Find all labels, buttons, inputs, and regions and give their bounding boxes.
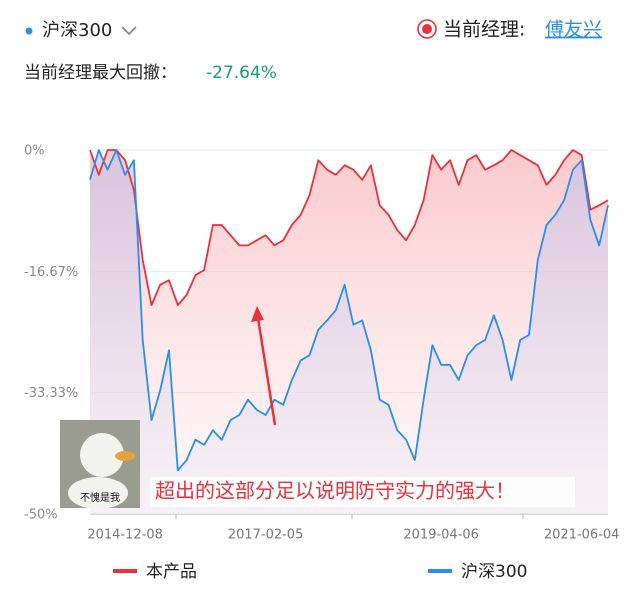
x-tick-label: 2017-02-05 <box>228 528 304 543</box>
x-tick-label: 2019-04-06 <box>403 528 479 543</box>
annotation: 超出的这部分足以说明防守实力的强大！ <box>155 479 515 503</box>
index-name[interactable]: 沪深300 <box>42 20 112 41</box>
legend-label: 本产品 <box>146 562 197 582</box>
area-fill <box>90 150 608 514</box>
annotation-bg <box>150 477 575 507</box>
y-tick-label: -33.33% <box>24 386 78 401</box>
sticker-caption: 不愧是我 <box>80 491 120 504</box>
x-tick-label: 2021-06-04 <box>544 528 620 543</box>
annotation-arrow <box>256 317 277 426</box>
radio-icon <box>417 19 437 39</box>
y-tick-label: 0% <box>24 144 45 159</box>
y-tick-label: -50% <box>24 508 58 523</box>
series-line <box>89 149 609 306</box>
series-line <box>89 149 609 472</box>
arrow-head <box>251 306 264 322</box>
manager-label: 当前经理: <box>443 19 525 41</box>
sticker-body <box>68 477 128 509</box>
sticker-duck <box>80 433 124 477</box>
drawdown-label: 当前经理最大回撤： <box>24 63 177 83</box>
y-tick-label: -16.67% <box>24 265 78 280</box>
index-dot <box>25 27 33 35</box>
drawdown-value: -27.64% <box>206 63 277 83</box>
legend-label: 沪深300 <box>461 562 527 582</box>
dropdown-chevron[interactable] <box>121 26 137 36</box>
radio-dot <box>422 24 432 34</box>
manager-link[interactable]: 傅友兴 <box>545 19 602 41</box>
sticker-beak <box>115 451 135 461</box>
x-tick-label: 2014-12-08 <box>87 528 163 543</box>
